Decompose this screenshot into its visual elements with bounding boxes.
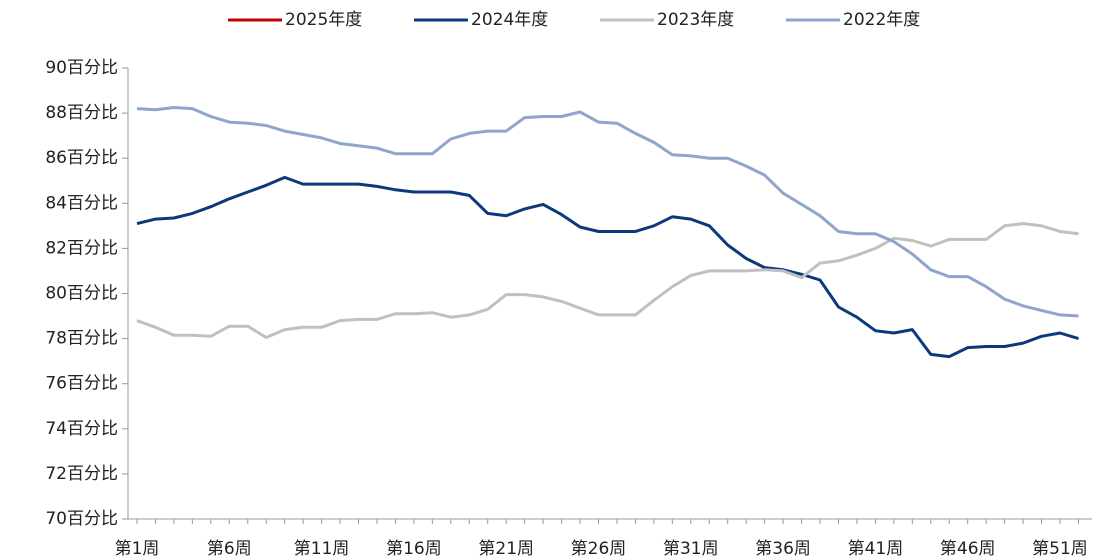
- legend-label: 2022年度: [843, 10, 920, 30]
- x-tick-label: 第26周: [571, 539, 627, 559]
- y-tick-label: 70百分比: [45, 509, 118, 529]
- y-tick-label: 74百分比: [45, 419, 118, 439]
- series-line: [136, 106, 1079, 318]
- x-tick-label: 第31周: [663, 539, 719, 559]
- y-tick-label: 86百分比: [45, 148, 118, 168]
- x-tick-label: 第6周: [207, 539, 252, 559]
- x-tick-label: 第46周: [940, 539, 996, 559]
- y-tick-label: 88百分比: [45, 103, 118, 123]
- y-tick-label: 72百分比: [45, 464, 118, 484]
- y-tick-label: 80百分比: [45, 284, 118, 304]
- legend-label: 2025年度: [285, 10, 362, 30]
- x-tick-label: 第51周: [1032, 539, 1088, 559]
- y-tick-label: 78百分比: [45, 329, 118, 349]
- x-tick-label: 第16周: [386, 539, 442, 559]
- y-tick-label: 90百分比: [45, 58, 118, 78]
- legend-label: 2024年度: [471, 10, 548, 30]
- legend-label: 2023年度: [657, 10, 734, 30]
- y-tick-label: 76百分比: [45, 374, 118, 394]
- series-line: [136, 175, 1079, 359]
- y-tick-label: 84百分比: [45, 193, 118, 213]
- series-line: [136, 222, 1079, 339]
- y-tick-label: 82百分比: [45, 238, 118, 258]
- x-tick-label: 第11周: [294, 539, 350, 559]
- x-tick-label: 第41周: [848, 539, 904, 559]
- x-tick-label: 第21周: [478, 539, 534, 559]
- x-tick-label: 第36周: [755, 539, 811, 559]
- x-tick-label: 第1周: [115, 539, 160, 559]
